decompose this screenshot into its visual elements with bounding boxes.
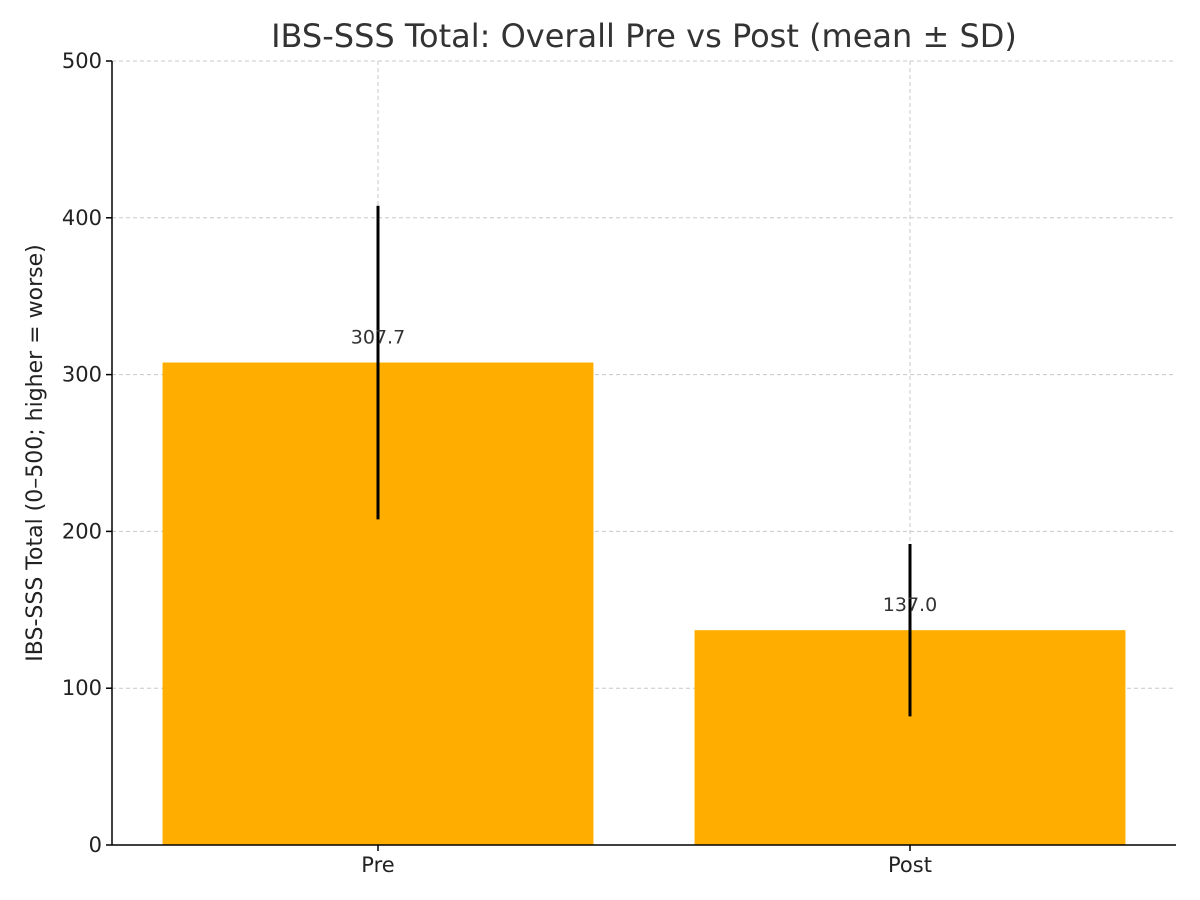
- x-tick-label-post: Post: [888, 853, 932, 877]
- y-tick-label: 500: [62, 49, 102, 73]
- y-tick-label: 0: [89, 833, 102, 857]
- y-tick-label: 200: [62, 519, 102, 543]
- data-label-post: 137.0: [883, 594, 937, 616]
- y-tick-label: 300: [62, 363, 102, 387]
- data-labels: 307.7 137.0: [351, 327, 937, 617]
- y-tick-label: 400: [62, 206, 102, 230]
- data-label-pre: 307.7: [351, 327, 405, 349]
- chart-title: IBS-SSS Total: Overall Pre vs Post (mean…: [271, 17, 1017, 55]
- error-bars: [376, 205, 912, 717]
- x-tick-label-pre: Pre: [361, 853, 394, 877]
- axes: [111, 61, 1176, 846]
- y-tick-label: 100: [62, 676, 102, 700]
- tick-labels: 0 100 200 300 400 500 Pre Post: [62, 49, 932, 877]
- tick-marks: [106, 60, 911, 851]
- bars: [162, 362, 1126, 845]
- y-axis-label: IBS-SSS Total (0–500; higher = worse): [23, 244, 48, 661]
